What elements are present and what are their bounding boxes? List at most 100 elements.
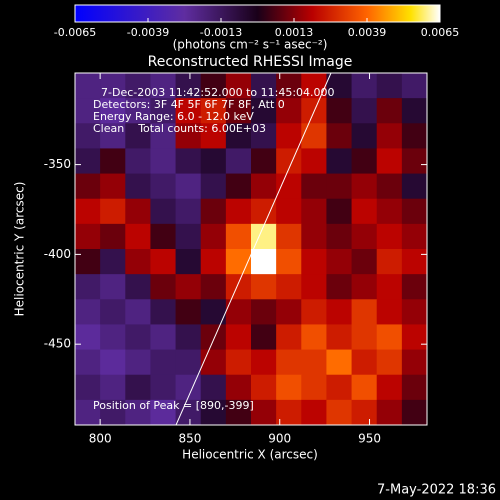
heatmap-cell (225, 148, 252, 175)
heatmap-cell (100, 399, 126, 425)
heatmap-cell (225, 324, 252, 351)
heatmap-cell (326, 399, 353, 425)
heatmap-cell (376, 73, 403, 99)
heatmap-cell (200, 198, 227, 225)
heatmap-cell (351, 249, 378, 275)
heatmap-cell (401, 223, 427, 250)
heatmap-cell (326, 349, 353, 376)
heatmap-cell (251, 148, 277, 175)
heatmap-cell (125, 98, 151, 124)
colorbar-tick-label: 0.0013 (275, 26, 314, 39)
heatmap-cell (276, 173, 302, 200)
heatmap-cell (401, 73, 427, 99)
x-tick-label: 850 (178, 432, 201, 446)
heatmap-cell (200, 349, 227, 376)
heatmap-cell (175, 274, 202, 300)
heatmap-cell (125, 249, 151, 275)
heatmap-cell (351, 173, 378, 200)
heatmap-cell (351, 399, 378, 425)
heatmap-cell (376, 223, 403, 250)
heatmap-cell (376, 274, 403, 300)
heatmap-cell (251, 98, 277, 124)
heatmap-cell (276, 324, 302, 351)
heatmap-cell (100, 148, 126, 175)
annotation: Clean Total counts: 6.00E+03 (93, 122, 266, 135)
heatmap-cell (200, 123, 227, 149)
heatmap-cell (301, 198, 327, 225)
heatmap-cell (351, 98, 378, 124)
heatmap-cell (200, 173, 227, 200)
heatmap-cell (125, 399, 151, 425)
heatmap-cell (301, 374, 327, 401)
heatmap-cell (251, 123, 277, 149)
heatmap-cell (326, 374, 353, 401)
heatmap-cell (175, 223, 202, 250)
heatmap-cell (150, 98, 177, 124)
heatmap-cell (376, 98, 403, 124)
heatmap-cell (326, 249, 353, 275)
heatmap-cell (326, 223, 353, 250)
heatmap-cell (100, 249, 126, 275)
heatmap-cell (376, 349, 403, 376)
heatmap-cell (200, 299, 227, 325)
heatmap-cell (401, 123, 427, 149)
heatmap-cell (75, 399, 101, 425)
heatmap-cell (175, 148, 202, 175)
heatmap-cell (150, 399, 177, 425)
heatmap-cell (326, 274, 353, 300)
heatmap-cell (301, 299, 327, 325)
heatmap-cell (401, 349, 427, 376)
heatmap-cell (150, 73, 177, 99)
heatmap-cell (301, 173, 327, 200)
heatmap-cell (175, 324, 202, 351)
colorbar-label: (photons cm⁻² s⁻¹ asec⁻²) (173, 38, 328, 52)
heatmap-cell (150, 198, 177, 225)
heatmap-cell (75, 148, 101, 175)
heatmap-cell (200, 73, 227, 99)
heatmap-cell (351, 324, 378, 351)
heatmap-cell (100, 98, 126, 124)
heatmap-cell (351, 73, 378, 99)
y-tick-label: -450 (44, 337, 71, 351)
solar-limb (175, 73, 332, 425)
heatmap-cell (100, 223, 126, 250)
heatmap-cell (326, 173, 353, 200)
heatmap-cell (251, 399, 277, 425)
heatmap-cell (301, 123, 327, 149)
heatmap-cell (276, 274, 302, 300)
heatmap-cell (200, 399, 227, 425)
annotation: 7-Dec-2003 11:42:52.000 to 11:45:04.000 (101, 86, 335, 99)
heatmap-cell (100, 73, 126, 99)
heatmap-cell (251, 173, 277, 200)
heatmap-cell (150, 274, 177, 300)
heatmap-cell (225, 349, 252, 376)
heatmap-cell (276, 399, 302, 425)
heatmap-cell (150, 223, 177, 250)
heatmap-cell (100, 374, 126, 401)
heatmap-cell (376, 173, 403, 200)
heatmap-cell (225, 173, 252, 200)
heatmap-cell (225, 223, 252, 250)
heatmap-cell (276, 148, 302, 175)
heatmap-cell (301, 249, 327, 275)
colorbar (74, 4, 441, 23)
heatmap-cell (100, 274, 126, 300)
heatmap-cell (175, 98, 202, 124)
heatmap-cell (351, 274, 378, 300)
heatmap-cell (150, 349, 177, 376)
heatmap-cell (401, 198, 427, 225)
heatmap-cell (326, 198, 353, 225)
heatmap-cell (401, 324, 427, 351)
heatmap-cell (326, 324, 353, 351)
peak-label: Position of Peak = [890,-399] (93, 399, 254, 412)
heatmap-cell (225, 73, 252, 99)
heatmap-cell (175, 73, 202, 99)
colorbar-tick-label: 0.0065 (421, 26, 460, 39)
heatmap-cell (225, 399, 252, 425)
heatmap-cell (125, 274, 151, 300)
heatmap-cell (376, 324, 403, 351)
heatmap-cell (376, 399, 403, 425)
heatmap-cell (351, 223, 378, 250)
timestamp: 7-May-2022 18:36 (377, 483, 496, 498)
